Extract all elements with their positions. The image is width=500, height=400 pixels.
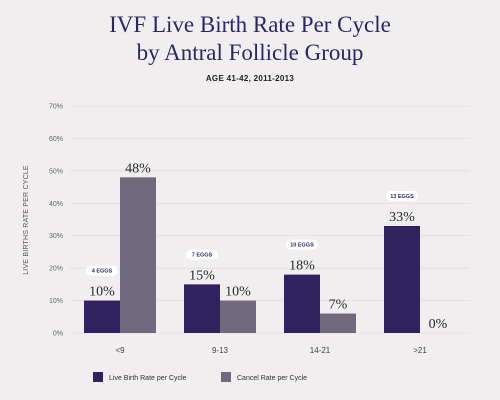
x-tick-label: >21	[413, 346, 427, 355]
x-tick-label: 14-21	[310, 346, 331, 355]
bar-live-birth	[184, 284, 220, 333]
bar-value-label: 18%	[289, 259, 315, 274]
egg-badge-label: 4 EGGS	[92, 269, 113, 275]
y-tick-label: 40%	[49, 201, 63, 208]
bar-value-label: 33%	[389, 210, 415, 225]
bar-value-label: 10%	[89, 285, 115, 300]
y-tick-label: 10%	[49, 298, 63, 305]
egg-badge-label: 7 EGGS	[192, 252, 213, 258]
bar-value-label: 7%	[329, 298, 348, 313]
egg-badge-label: 13 EGGS	[390, 194, 414, 200]
egg-badge-label: 10 EGGS	[290, 243, 314, 249]
egg-badge	[286, 239, 318, 250]
y-tick-label: 30%	[49, 233, 63, 240]
y-tick-label: 50%	[49, 168, 63, 175]
egg-badge	[186, 249, 218, 260]
x-axis-ticks: <9 9-13 14-21 >21	[115, 346, 427, 355]
egg-badge	[86, 265, 118, 276]
y-tick-label: 70%	[49, 104, 63, 111]
bar-cancel	[220, 300, 256, 333]
egg-badge	[386, 190, 418, 201]
chart-subtitle: AGE 41-42, 2011-2013	[206, 74, 295, 83]
legend-swatch	[221, 372, 231, 382]
bar-value-label: 10%	[225, 285, 251, 300]
bar-value-label: 0%	[429, 317, 448, 332]
x-tick-label: <9	[115, 346, 125, 355]
y-tick-label: 60%	[49, 136, 63, 143]
bar-cancel	[120, 177, 156, 333]
bar-live-birth	[84, 300, 120, 333]
bars	[84, 177, 420, 333]
chart-title-line-2: by Antral Follicle Group	[137, 40, 364, 65]
bar-value-label: 48%	[125, 161, 151, 176]
bar-cancel	[320, 313, 356, 333]
y-tick-label: 0%	[53, 331, 63, 338]
x-tick-label: 9-13	[212, 346, 229, 355]
bar-live-birth	[284, 274, 320, 333]
y-tick-label: 20%	[49, 266, 63, 273]
data-labels: 10% 4 EGGS 48% 15% 7 EGGS 10% 18% 10 EGGS 7% 33% 1…	[86, 161, 448, 332]
bar-value-label: 15%	[189, 268, 215, 283]
legend-label: Cancel Rate per Cycle	[237, 375, 307, 382]
bar-live-birth	[384, 225, 420, 333]
legend-swatch	[93, 372, 103, 382]
y-axis-label: LIVE BIRTHS RATE PER CYCLE	[23, 165, 30, 275]
legend: Live Birth Rate per Cycle Cancel Rate per…	[93, 372, 307, 382]
legend-label: Live Birth Rate per Cycle	[109, 375, 187, 382]
chart-title-line-1: IVF Live Birth Rate Per Cycle	[109, 12, 391, 37]
